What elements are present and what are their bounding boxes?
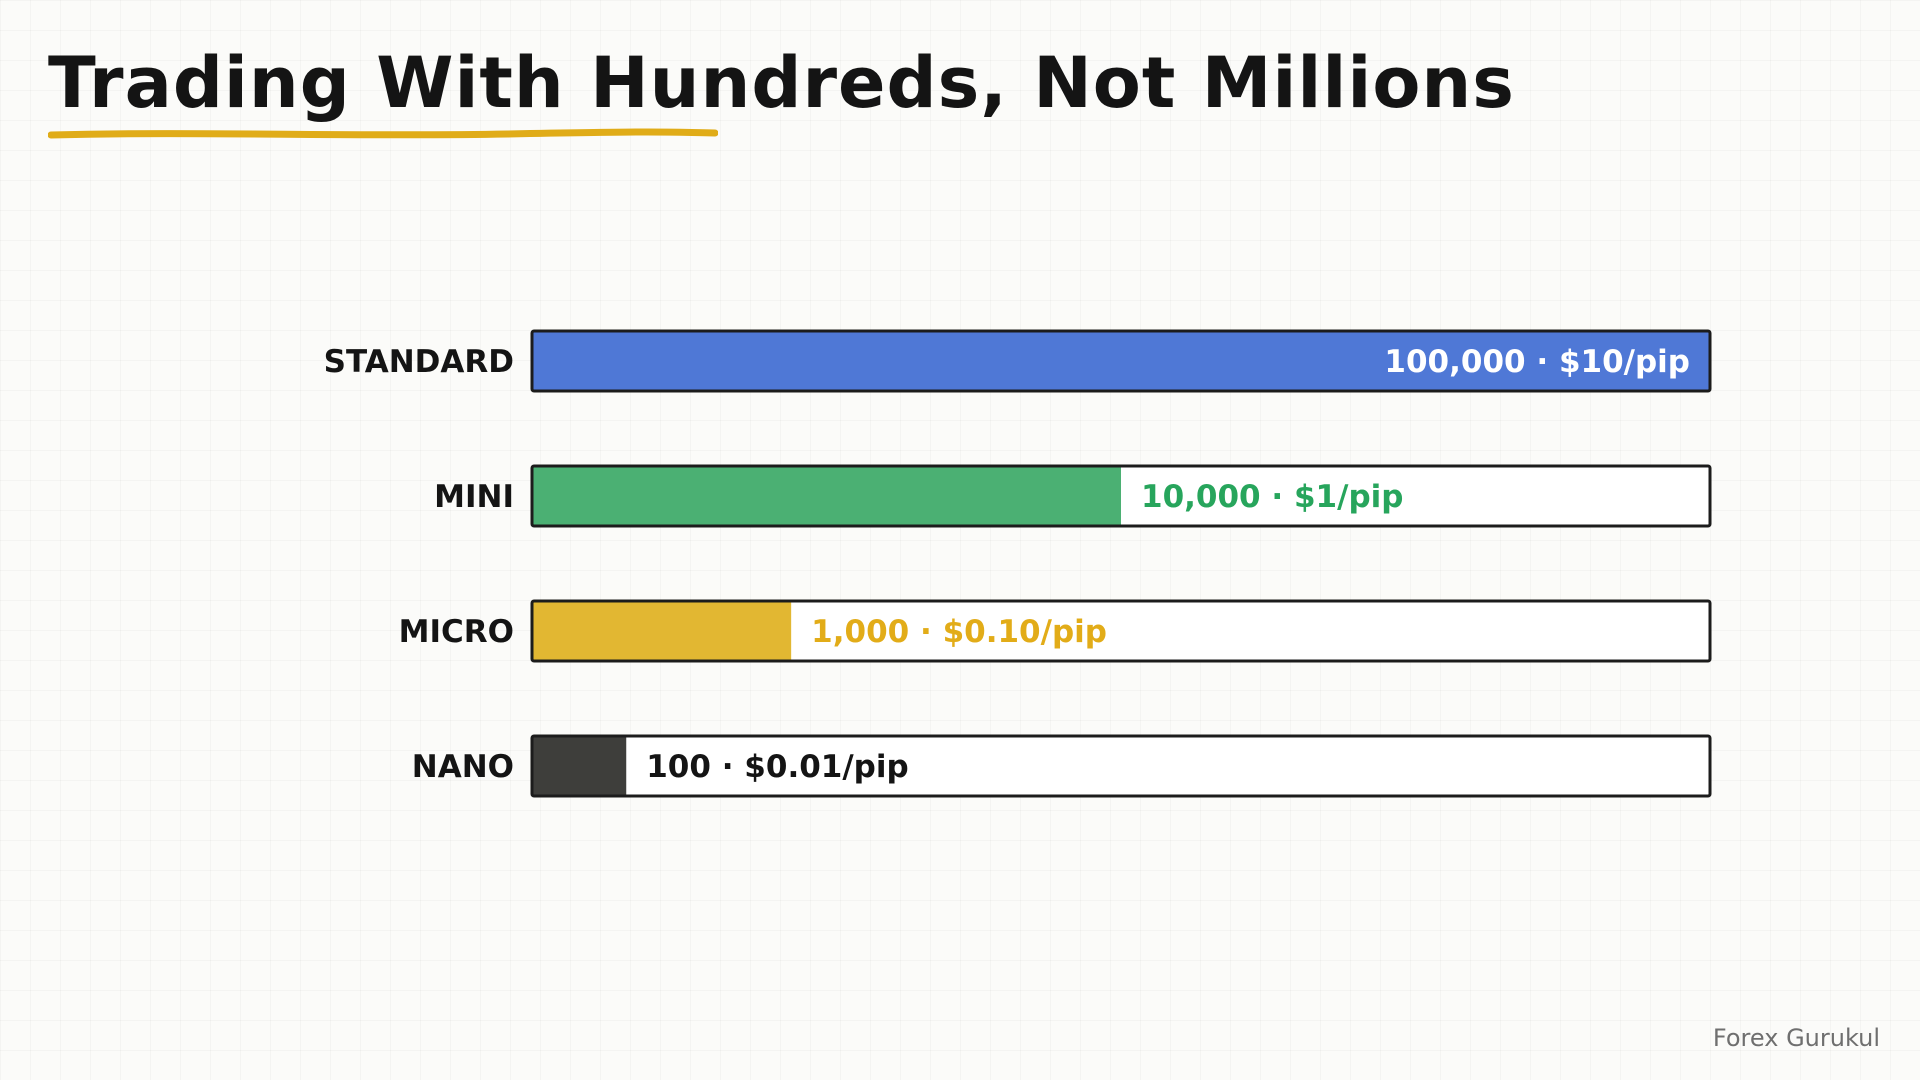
category-label: MICRO [399,614,514,650]
bar-outline [530,464,1712,528]
bar-outline [530,329,1712,393]
category-label: NANO [412,749,514,785]
page-title: Trading With Hundreds, Not Millions [48,42,1515,124]
category-label: STANDARD [324,344,514,380]
bar-outline [530,599,1712,663]
bar [532,331,1710,391]
data-label: 10,000 · $1/pip [1141,479,1403,515]
watermark: Forex Gurukul [1712,1024,1880,1052]
bar-track [532,736,1710,796]
bar [532,466,1121,526]
data-label: 1,000 · $0.10/pip [811,614,1107,650]
bar-row-nano: NANO 100 · $0.01/pip [412,734,1712,798]
data-label: 100 · $0.01/pip [646,749,908,785]
data-label: 100,000 · $10/pip [1384,344,1690,380]
bar-row-standard: STANDARD 100,000 · $10/pip [324,329,1712,393]
category-label: MINI [434,479,514,515]
bar [532,601,792,661]
bar-row-micro: MICRO 1,000 · $0.10/pip [399,599,1712,663]
bar [532,736,627,796]
title-underline [48,128,718,139]
bar-outline [530,734,1712,798]
bar-row-mini: MINI 10,000 · $1/pip [434,464,1712,528]
